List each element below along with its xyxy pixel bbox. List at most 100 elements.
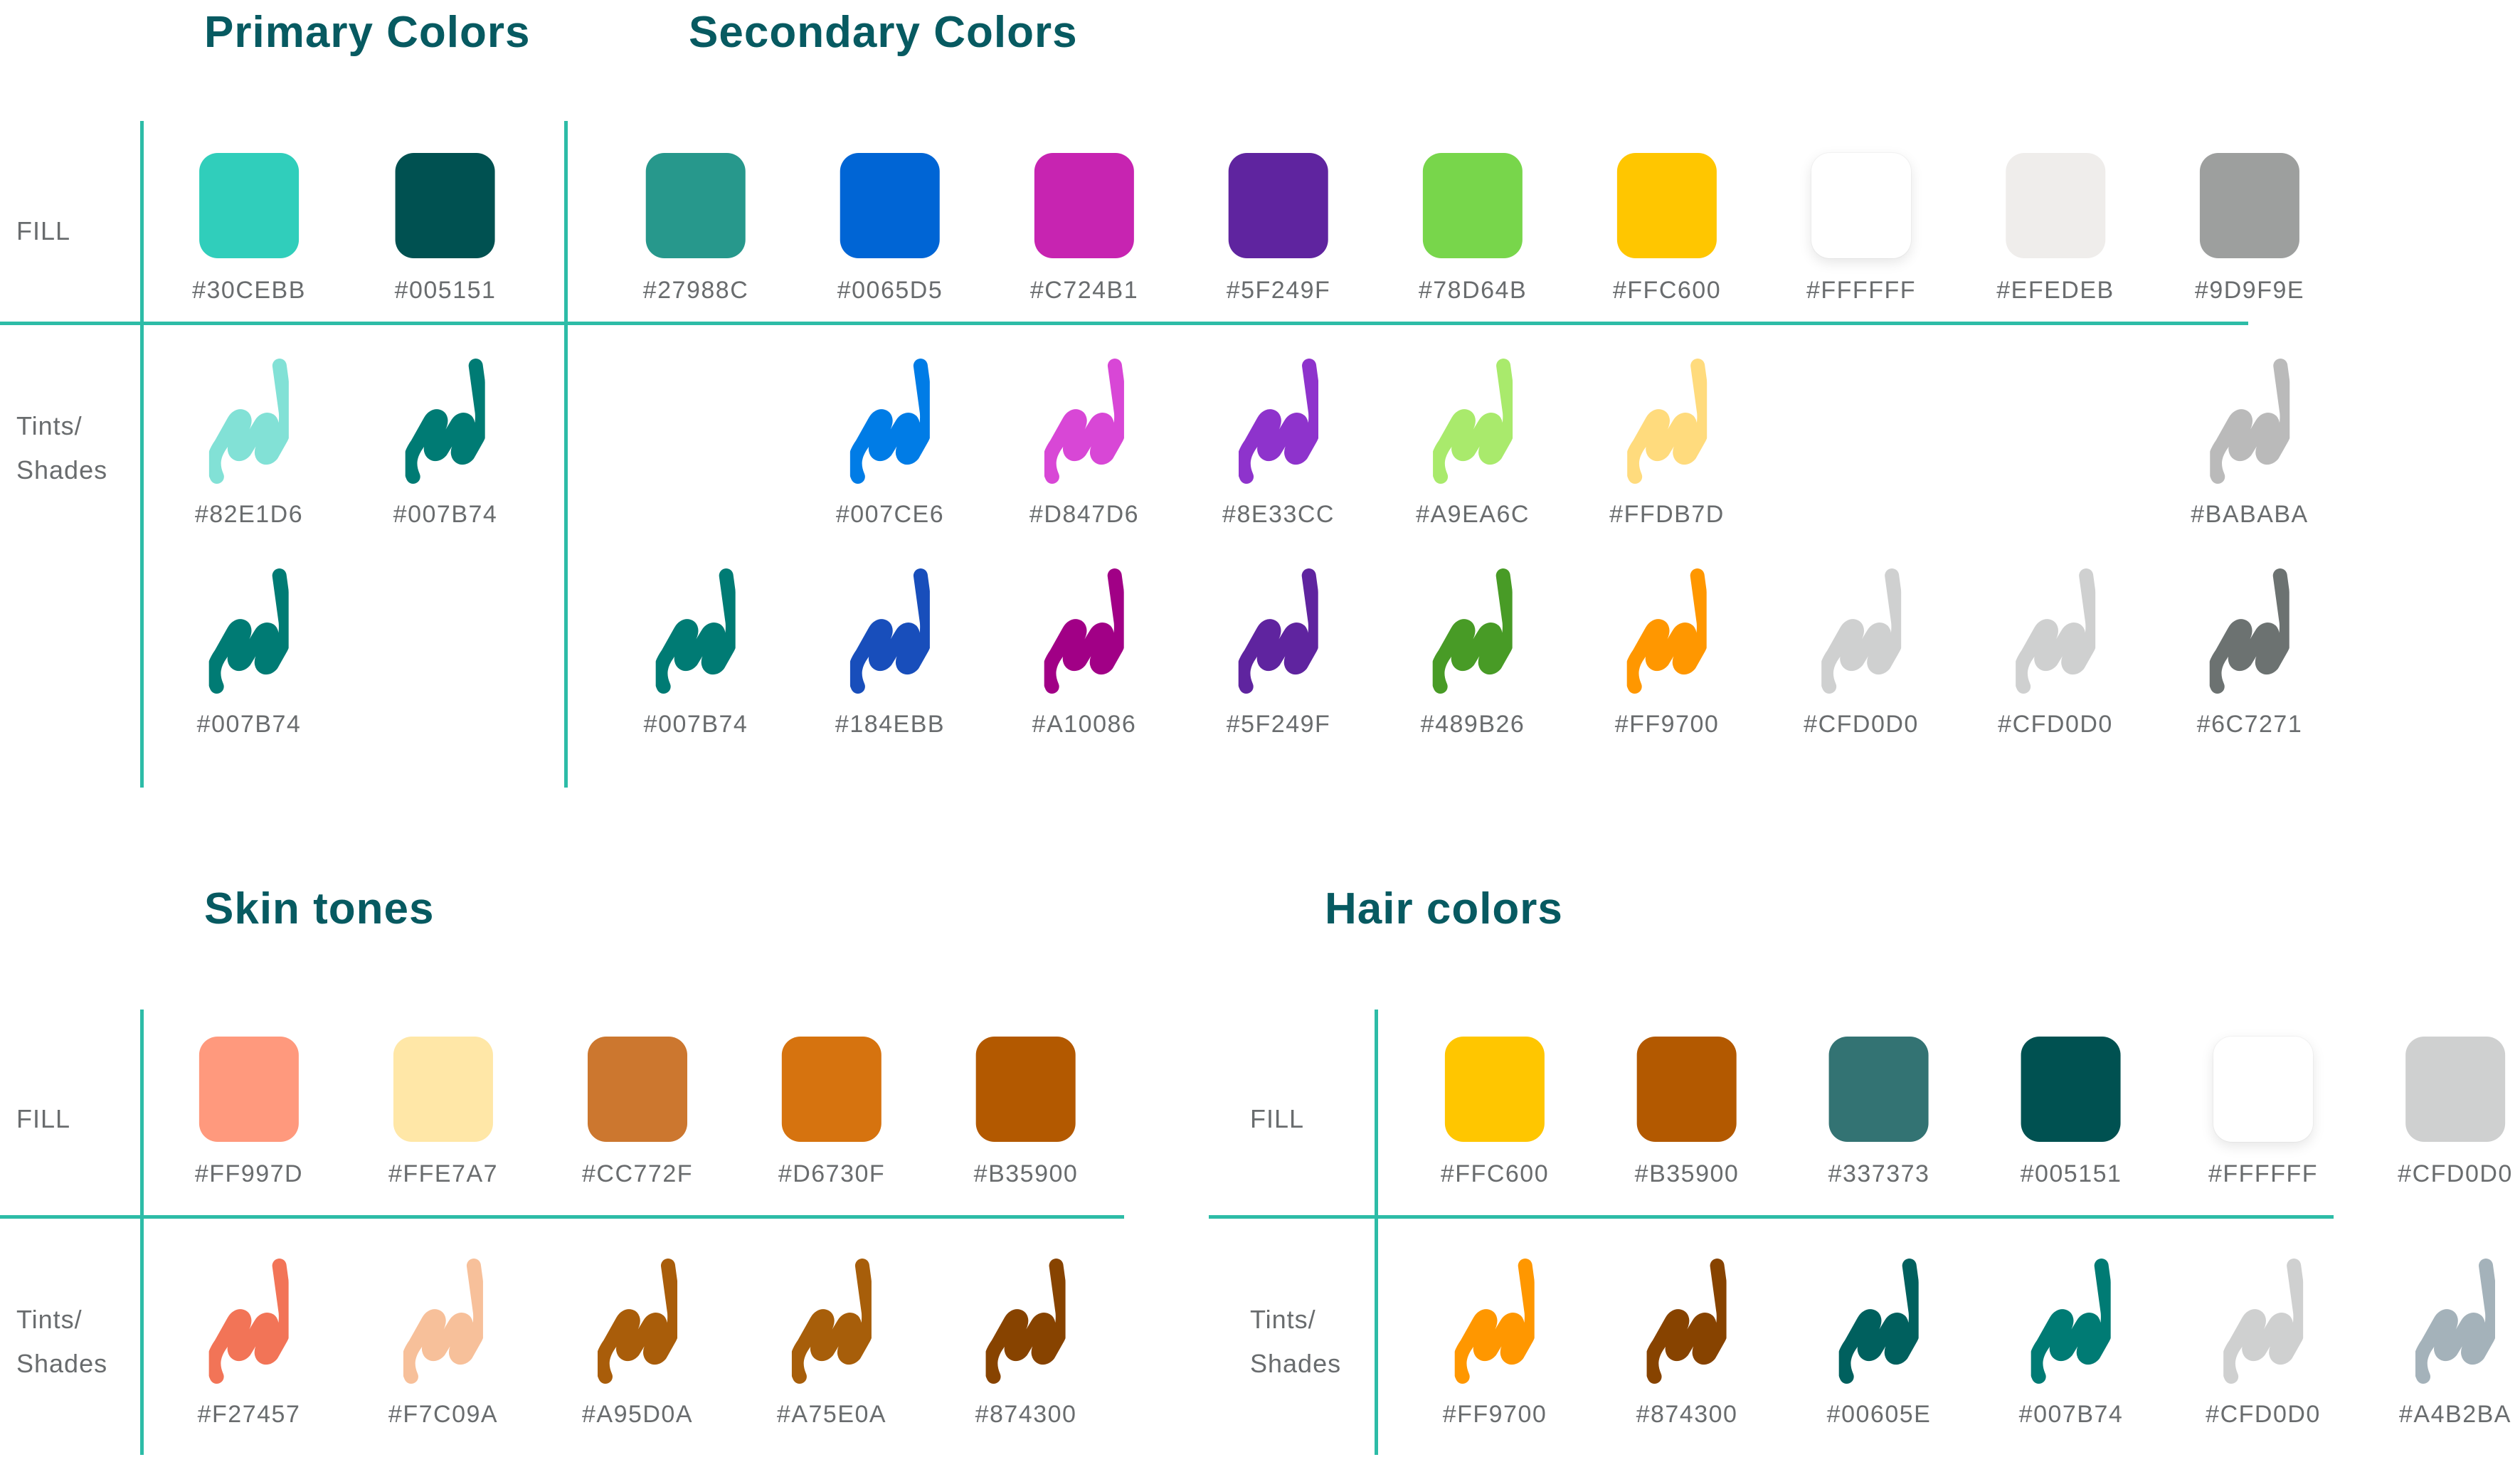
secondary-fill-swatch-cell: #FFC600 [1613, 153, 1721, 304]
secondary-fill-swatch-cell: #9D9F9E [2195, 153, 2304, 304]
skin-fill-swatch-cell: #CC772F [582, 1037, 693, 1188]
hair-tint-cell: #00605E [1827, 1256, 1932, 1429]
tint-squiggle-icon [850, 566, 930, 694]
color-swatch [1829, 1037, 1929, 1142]
secondary-fill-swatch-cell: #78D64B [1419, 153, 1527, 304]
secondary-shade-cell: #CFD0D0 [1804, 566, 1919, 738]
tint-squiggle-icon [2016, 566, 2095, 694]
secondary-shade-cell: #A10086 [1032, 566, 1137, 738]
tint-squiggle-icon [1044, 566, 1124, 694]
secondary-tint-cell: #8E33CC [1222, 356, 1335, 529]
hex-label: #FFC600 [1440, 1160, 1550, 1187]
hex-label: #A10086 [1032, 711, 1137, 738]
color-swatch [975, 1037, 1076, 1142]
color-swatch [1034, 153, 1134, 258]
secondary-fill-swatch-cell: #C724B1 [1030, 153, 1138, 304]
color-swatch [1636, 1037, 1737, 1142]
color-swatch [2021, 1037, 2121, 1142]
hex-label: #BABABA [2191, 501, 2309, 528]
skin-tints-shades-row-label: Tints/ Shades [16, 1298, 107, 1386]
hex-label: #9D9F9E [2194, 277, 2305, 304]
tint-squiggle-icon [2210, 356, 2289, 484]
hex-label: #FFC600 [1612, 277, 1722, 304]
hex-label: #CFD0D0 [1998, 711, 2113, 738]
color-swatch [1444, 1037, 1545, 1142]
hex-label: #489B26 [1420, 711, 1525, 738]
secondary-tint-cell: #007CE6 [836, 356, 944, 529]
color-swatch [840, 153, 940, 258]
tint-squiggle-icon [1821, 566, 1901, 694]
tint-squiggle-icon [209, 1256, 289, 1384]
hex-label: #27988C [642, 277, 749, 304]
skin-fill-row-label: FILL [16, 1104, 71, 1133]
hex-label: #0065D5 [837, 277, 943, 304]
hex-label: #007CE6 [835, 501, 945, 528]
hair-tints-shades-row-label: Tints/ Shades [1250, 1298, 1341, 1386]
primary-fill-swatch-cell: #30CEBB [192, 153, 306, 304]
secondary-fill-swatch-cell: #0065D5 [837, 153, 943, 304]
hex-label: #FFFFFF [2208, 1160, 2319, 1187]
secondary-fill-swatch-cell: #EFEDEB [1996, 153, 2114, 304]
skin-fill-swatch-cell: #B35900 [974, 1037, 1079, 1188]
hair-tint-cell: #A4B2BA [2399, 1256, 2511, 1429]
hex-label: #F27457 [197, 1401, 301, 1428]
hex-label: #CFD0D0 [2206, 1401, 2321, 1428]
hex-label: #FFFFFF [1806, 277, 1917, 304]
tints-label-line1: Tints/ [1250, 1305, 1316, 1334]
divider-hair-horizontal [1209, 1215, 2334, 1219]
color-swatch [645, 153, 746, 258]
color-swatch [2005, 153, 2105, 258]
tint-squiggle-icon [1433, 566, 1513, 694]
secondary-fill-swatch-cell: #5F249F [1227, 153, 1331, 304]
tints-label-line2: Shades [16, 1349, 108, 1378]
hair-fill-swatch-cell: #FFFFFF [2208, 1037, 2318, 1188]
primary-fill-swatch-cell: #005151 [395, 153, 497, 304]
color-swatch [396, 153, 495, 258]
hex-label: #82E1D6 [194, 501, 304, 528]
tint-squiggle-icon [209, 356, 289, 484]
hex-label: #A9EA6C [1416, 501, 1530, 528]
color-swatch [2405, 1037, 2505, 1142]
tint-squiggle-icon [1455, 1256, 1535, 1384]
hair-colors-title: Hair colors [1325, 884, 1563, 933]
skin-tint-cell: #A75E0A [777, 1256, 886, 1429]
secondary-shade-cell: #6C7271 [2197, 566, 2303, 738]
secondary-shade-cell: #184EBB [835, 566, 945, 738]
tint-squiggle-icon [1627, 566, 1707, 694]
color-swatch [198, 1037, 299, 1142]
hex-label: #FF9700 [1614, 711, 1720, 738]
secondary-shade-cell: #489B26 [1421, 566, 1525, 738]
secondary-fill-swatch-cell: #27988C [643, 153, 749, 304]
divider-skin-vertical [140, 1010, 144, 1455]
hex-label: #D847D6 [1029, 501, 1140, 528]
hair-fill-swatch-cell: #005151 [2021, 1037, 2122, 1188]
hex-label: #007B74 [196, 711, 302, 738]
hex-label: #F7C09A [388, 1401, 499, 1428]
skin-fill-swatch-cell: #D6730F [778, 1037, 885, 1188]
tint-squiggle-icon [2415, 1256, 2495, 1384]
hex-label: #00605E [1826, 1401, 1932, 1428]
hair-fill-swatch-cell: #B35900 [1635, 1037, 1740, 1188]
hair-fill-swatch-cell: #337373 [1828, 1037, 1930, 1188]
hex-label: #007B74 [643, 711, 748, 738]
hex-label: #CFD0D0 [1804, 711, 1919, 738]
skin-tint-cell: #A95D0A [582, 1256, 693, 1429]
skin-fill-swatch-cell: #FF997D [195, 1037, 303, 1188]
secondary-tint-cell: #BABABA [2191, 356, 2308, 529]
tint-squiggle-icon [656, 566, 736, 694]
hex-label: #007B74 [393, 501, 498, 528]
secondary-shade-cell: #FF9700 [1615, 566, 1720, 738]
tint-squiggle-icon [1239, 356, 1318, 484]
secondary-shade-cell: #007B74 [644, 566, 748, 738]
tints-label-line2: Shades [16, 455, 108, 484]
divider-hair-vertical [1375, 1010, 1378, 1455]
tint-squiggle-icon [1044, 356, 1124, 484]
color-swatch [1616, 153, 1717, 258]
hair-tint-cell: #874300 [1636, 1256, 1738, 1429]
tints-label-line1: Tints/ [16, 1305, 83, 1334]
hex-label: #D6730F [778, 1160, 886, 1187]
secondary-shade-cell: #CFD0D0 [1998, 566, 2113, 738]
tint-squiggle-icon [1627, 356, 1707, 484]
tint-squiggle-icon [2223, 1256, 2303, 1384]
